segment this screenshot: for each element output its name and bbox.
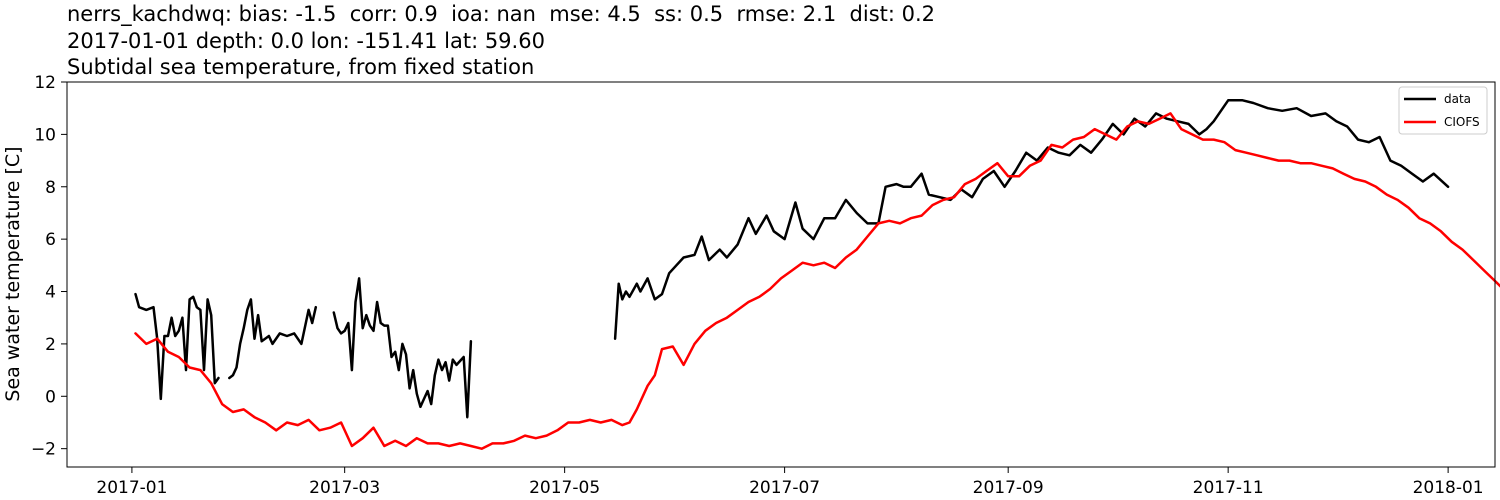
chart-title-line-2: 2017-01-01 depth: 0.0 lon: -151.41 lat: … xyxy=(67,29,545,53)
y-tick-label: 4 xyxy=(45,283,56,303)
legend: data CIOFS xyxy=(1398,86,1488,135)
y-tick-label: 10 xyxy=(34,125,56,145)
chart-title-line-1: nerrs_kachdwq: bias: -1.5 corr: 0.9 ioa:… xyxy=(67,2,936,26)
y-axis: −2 0 2 4 6 8 10 12 xyxy=(31,73,67,460)
x-tick-label: 2017-03 xyxy=(309,478,380,498)
y-tick-label: 0 xyxy=(45,387,56,407)
x-axis: 2017-01 2017-03 2017-05 2017-07 2017-09 2017-… xyxy=(96,467,1484,498)
x-tick-label: 2017-11 xyxy=(1193,478,1264,498)
series-data-line-segment-1 xyxy=(134,292,220,401)
series-data-line-segment-3 xyxy=(332,277,473,419)
legend-label-ciofs: CIOFS xyxy=(1444,115,1480,129)
series-ciofs-line-segment-1 xyxy=(134,112,1500,450)
series-data-line-segment-4 xyxy=(613,99,1450,340)
y-tick-label: −2 xyxy=(31,440,56,460)
x-tick-label: 2017-01 xyxy=(96,478,167,498)
x-tick-label: 2017-07 xyxy=(749,478,820,498)
x-tick-label: 2018-01 xyxy=(1413,478,1484,498)
y-tick-label: 6 xyxy=(45,230,56,250)
series-data-line-segment-2 xyxy=(228,298,318,380)
x-tick-label: 2017-09 xyxy=(973,478,1044,498)
y-tick-label: 8 xyxy=(45,178,56,198)
chart-title-line-3: Subtidal sea temperature, from fixed sta… xyxy=(67,55,535,79)
y-tick-label: 2 xyxy=(45,335,56,355)
y-tick-label: 12 xyxy=(34,73,56,93)
plot-frame xyxy=(66,81,1496,468)
series-layer xyxy=(134,99,1500,450)
legend-label-data: data xyxy=(1444,92,1471,106)
y-axis-label: Sea water temperature [C] xyxy=(2,146,24,401)
x-tick-label: 2017-05 xyxy=(529,478,600,498)
